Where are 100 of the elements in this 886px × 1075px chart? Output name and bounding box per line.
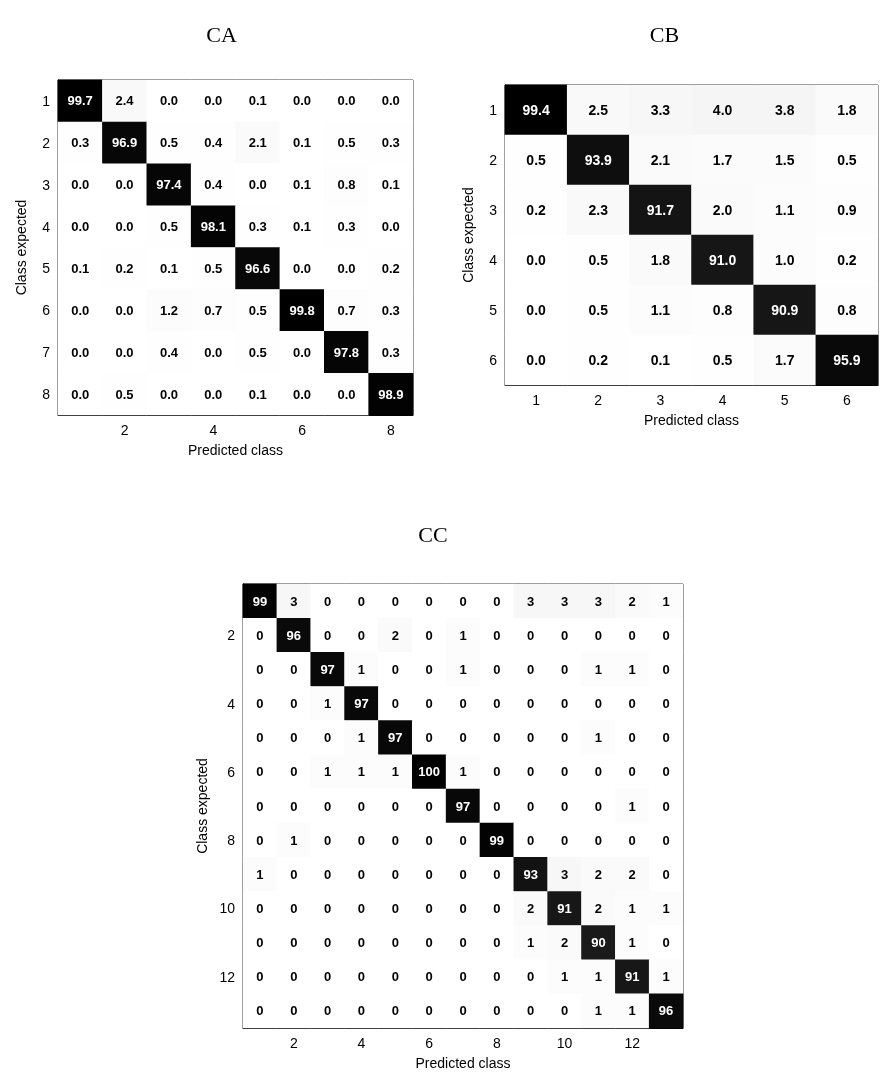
data-label: 0.0 (293, 260, 312, 276)
data-label: 0 (628, 696, 636, 712)
data-label: 0.5 (588, 302, 609, 318)
data-label: 0 (256, 730, 264, 746)
data-label: 0 (662, 661, 670, 677)
data-label: 0.0 (337, 386, 356, 402)
data-label: 2 (527, 900, 535, 916)
data-label: 0 (493, 764, 501, 780)
data-label: 1 (628, 900, 636, 916)
y-tick-label: 3 (42, 176, 51, 193)
data-label: 0.2 (115, 260, 134, 276)
data-label: 0 (256, 1003, 264, 1019)
data-label: 0 (324, 866, 332, 882)
data-label: 0 (493, 696, 501, 712)
data-label: 0 (357, 969, 366, 985)
data-label: 0.3 (248, 219, 267, 235)
data-label: 1 (459, 764, 467, 780)
data-label: 0 (459, 730, 467, 746)
data-label: 0 (324, 832, 332, 848)
data-label: 0 (459, 593, 467, 609)
y-axis-title: Class expected (460, 187, 476, 283)
data-label: 0 (357, 900, 366, 916)
data-label: 0.3 (337, 219, 356, 235)
data-label: 0.5 (159, 219, 178, 235)
y-axis-title: Class expected (13, 199, 29, 296)
data-label: 0 (560, 696, 569, 712)
y-tick-label: 6 (42, 302, 51, 319)
data-label: 0 (425, 730, 433, 746)
y-tick-label: 4 (489, 252, 498, 268)
data-label: 0 (662, 696, 670, 712)
data-label: 93.9 (584, 152, 613, 168)
data-label: 1 (357, 764, 366, 780)
data-label: 3.3 (650, 102, 671, 118)
data-label: 0.3 (381, 344, 400, 360)
data-label: 99 (252, 593, 268, 609)
x-tick-label: 4 (357, 1035, 366, 1051)
data-label: 0 (290, 798, 298, 814)
data-label: 0 (391, 832, 399, 848)
data-label: 1 (391, 764, 399, 780)
data-label: 0 (560, 730, 569, 746)
data-label: 0.9 (837, 202, 857, 218)
data-label: 0.0 (526, 352, 547, 368)
data-label: 0 (425, 696, 433, 712)
chart-title: CA (206, 21, 237, 47)
data-label: 0 (324, 900, 332, 916)
data-label: 0.0 (71, 177, 90, 193)
data-label: 0 (594, 696, 602, 712)
data-label: 0 (493, 1003, 501, 1019)
data-label: 97.8 (333, 344, 360, 360)
data-label: 0 (662, 935, 670, 951)
data-label: 2.0 (712, 202, 733, 218)
data-label: 0 (290, 969, 298, 985)
data-label: 0 (324, 627, 332, 643)
x-tick-label: 8 (386, 422, 395, 438)
data-label: 0 (391, 661, 399, 677)
data-label: 1 (357, 661, 366, 677)
x-tick-label: 2 (594, 392, 603, 408)
data-label: 0 (256, 935, 264, 951)
y-tick-label: 6 (227, 763, 236, 780)
data-label: 3 (527, 593, 535, 609)
data-label: 0.0 (159, 93, 178, 109)
data-label: 2 (391, 627, 399, 643)
y-tick-label: 2 (42, 134, 51, 151)
data-label: 0.0 (293, 93, 312, 109)
data-label: 0.5 (248, 302, 267, 318)
data-label: 3 (594, 593, 602, 609)
y-tick-label: 5 (489, 302, 498, 318)
x-tick-label: 5 (780, 392, 789, 408)
data-label: 1.1 (650, 302, 671, 318)
data-label: 1.0 (775, 252, 795, 268)
data-label: 0 (594, 798, 602, 814)
data-label: 1 (256, 866, 264, 882)
data-label: 0 (290, 661, 298, 677)
data-label: 0.0 (204, 93, 223, 109)
data-label: 0 (628, 764, 636, 780)
data-label: 0 (493, 627, 501, 643)
data-label: 0 (459, 969, 467, 985)
data-label: 0.8 (337, 177, 356, 193)
data-label: 99.7 (67, 93, 93, 109)
data-label: 0.0 (293, 386, 312, 402)
data-label: 0 (493, 593, 501, 609)
y-tick-label: 1 (489, 102, 498, 118)
data-label: 97.4 (156, 177, 183, 193)
data-label: 0 (324, 935, 332, 951)
data-label: 1 (527, 935, 535, 951)
data-label: 0.0 (293, 344, 312, 360)
x-tick-label: 4 (209, 422, 218, 438)
data-label: 0.1 (71, 260, 90, 276)
data-label: 0.0 (526, 252, 547, 268)
data-label: 2.4 (115, 93, 135, 109)
data-label: 0 (290, 935, 298, 951)
data-label: 0 (324, 969, 332, 985)
data-label: 0 (459, 696, 467, 712)
data-label: 91 (557, 900, 572, 916)
data-label: 1 (560, 969, 569, 985)
data-label: 3.8 (775, 102, 795, 118)
y-axis-title: Class expected (193, 758, 210, 854)
data-label: 0.4 (204, 177, 224, 193)
data-label: 95.9 (833, 352, 861, 368)
data-label: 0 (493, 935, 501, 951)
